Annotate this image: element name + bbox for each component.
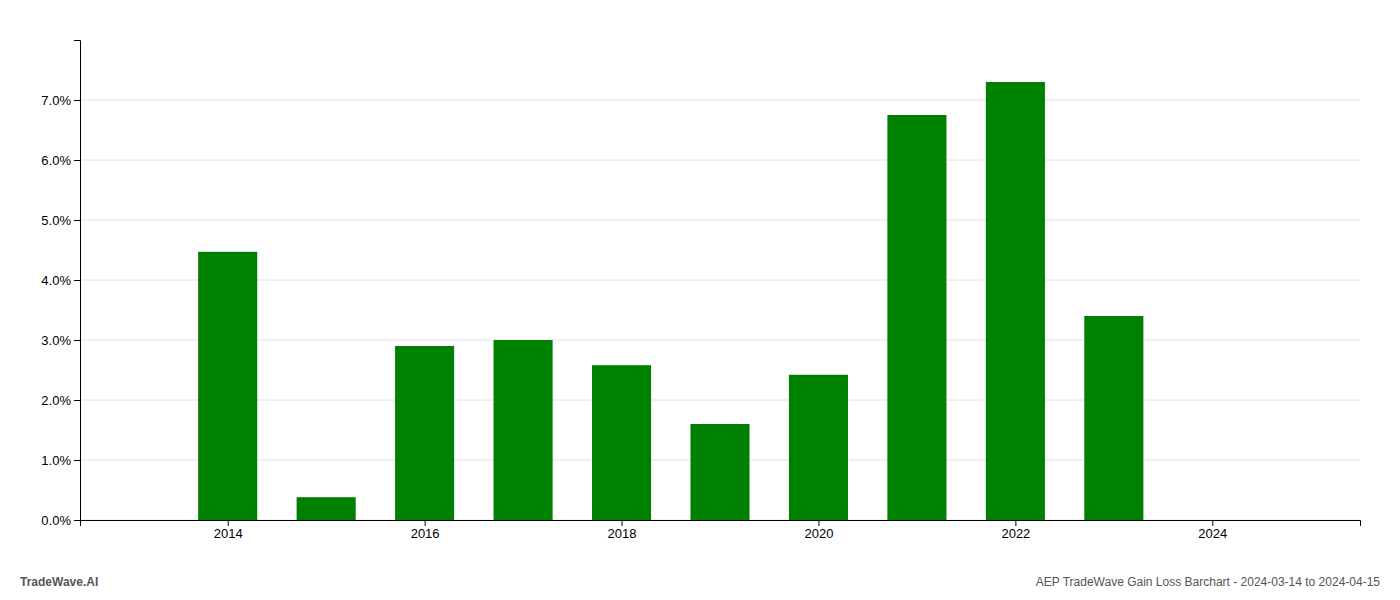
footer-right: AEP TradeWave Gain Loss Barchart - 2024-…	[1036, 575, 1381, 589]
x-tick: 2020	[805, 520, 834, 541]
x-tick: 2022	[1001, 520, 1030, 541]
x-tick: 2016	[411, 520, 440, 541]
bar	[789, 375, 848, 520]
y-tick-mark	[74, 220, 80, 221]
bar	[395, 346, 454, 520]
x-tick-mark	[622, 520, 623, 526]
y-tick: 1.0%	[41, 453, 80, 468]
grid-line	[80, 220, 1360, 221]
y-tick-mark	[74, 160, 80, 161]
y-axis: 0.0% 1.0% 2.0% 3.0% 4.0% 5.0% 6.0% 7.0%	[41, 41, 80, 528]
x-tick-mark	[1015, 520, 1016, 526]
footer-left: TradeWave.AI	[20, 575, 98, 589]
x-tick: 2024	[1198, 520, 1227, 541]
bar	[592, 365, 651, 520]
bar	[690, 424, 749, 520]
x-tick-mark	[425, 520, 426, 526]
y-tick: 4.0%	[41, 273, 80, 288]
bar	[1084, 316, 1143, 520]
y-tick-label: 6.0%	[41, 153, 71, 168]
bar	[494, 340, 553, 520]
x-tick-label: 2014	[214, 526, 243, 541]
y-tick-mark	[74, 520, 80, 521]
y-tick: 6.0%	[41, 153, 80, 168]
bar	[887, 115, 946, 520]
y-tick-mark	[74, 400, 80, 401]
chart: 2014 2016 2018 2020 2022 2024 0.0% 1.0% 2.0% 3.0%…	[0, 0, 1400, 600]
grid-line	[80, 160, 1360, 161]
x-axis-line	[81, 521, 1361, 527]
grid-line	[80, 340, 1360, 341]
y-tick-mark	[74, 340, 80, 341]
grid-line	[80, 100, 1360, 101]
grid-line	[80, 280, 1360, 281]
y-tick-label: 4.0%	[41, 273, 71, 288]
x-tick-label: 2016	[411, 526, 440, 541]
grid-line	[80, 400, 1360, 401]
y-tick-label: 0.0%	[41, 513, 71, 528]
x-axis: 2014 2016 2018 2020 2022 2024	[81, 520, 1361, 541]
y-tick-mark	[74, 280, 80, 281]
x-tick-mark	[1212, 520, 1213, 526]
y-tick: 2.0%	[41, 393, 80, 408]
bar	[297, 497, 356, 520]
x-tick: 2014	[214, 520, 243, 541]
x-tick-label: 2022	[1001, 526, 1030, 541]
bar	[198, 252, 257, 520]
x-tick-mark	[818, 520, 819, 526]
y-tick-mark	[74, 460, 80, 461]
x-tick-label: 2024	[1198, 526, 1227, 541]
footer: TradeWave.AI AEP TradeWave Gain Loss Barc…	[20, 575, 1380, 589]
y-tick: 0.0%	[41, 513, 80, 528]
grid	[80, 100, 1360, 520]
bar	[986, 82, 1045, 520]
x-tick-mark	[228, 520, 229, 526]
y-axis-line	[74, 41, 81, 521]
plot-area: 2014 2016 2018 2020 2022 2024 0.0% 1.0% 2.0% 3.0%…	[41, 41, 1360, 542]
y-tick-label: 1.0%	[41, 453, 71, 468]
x-tick-label: 2020	[805, 526, 834, 541]
x-tick: 2018	[608, 520, 637, 541]
y-tick-mark	[74, 100, 80, 101]
y-tick: 5.0%	[41, 213, 80, 228]
y-tick-label: 7.0%	[41, 93, 71, 108]
y-tick-label: 3.0%	[41, 333, 71, 348]
y-tick: 3.0%	[41, 333, 80, 348]
y-tick-label: 2.0%	[41, 393, 71, 408]
bars	[198, 82, 1143, 520]
y-tick-label: 5.0%	[41, 213, 71, 228]
y-tick: 7.0%	[41, 93, 80, 108]
x-tick-label: 2018	[608, 526, 637, 541]
